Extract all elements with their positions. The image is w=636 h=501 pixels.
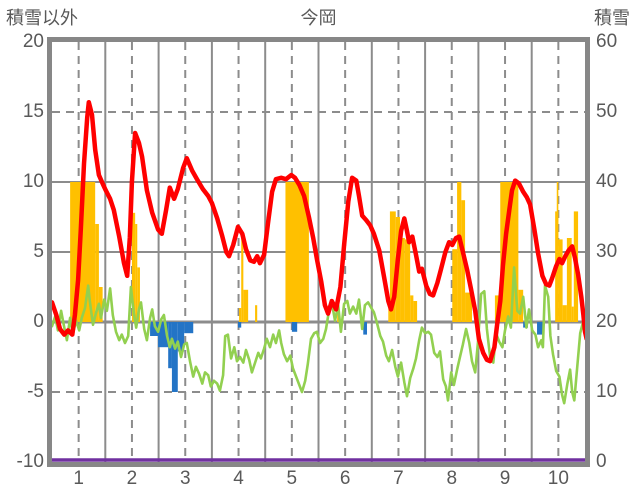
orange-bars: [135, 224, 138, 322]
orange-bars: [556, 182, 559, 322]
blue-bars: [158, 322, 169, 348]
plot-area: [52, 42, 585, 462]
x-tick-label: 1: [73, 468, 84, 489]
x-tick-label: 3: [179, 468, 191, 489]
chart-title: 今岡: [300, 8, 337, 28]
y-left-tick-label: 10: [22, 171, 44, 192]
y-right-tick-label: 0: [596, 451, 607, 472]
orange-bars: [465, 292, 473, 322]
orange-bars: [239, 308, 242, 322]
orange-bars: [400, 238, 405, 322]
x-tick-label: 2: [126, 468, 138, 489]
orange-bars: [389, 211, 396, 322]
x-tick-label: 7: [393, 468, 404, 489]
blue-bars: [171, 322, 178, 392]
x-tick-label: 9: [499, 468, 511, 489]
y-right-tick-label: 60: [596, 31, 618, 52]
blue-bars: [150, 322, 159, 336]
y-left-tick-label: 15: [22, 101, 44, 122]
orange-bars: [243, 289, 249, 322]
blue-bars: [537, 322, 543, 335]
orange-bars: [404, 239, 411, 322]
chart-canvas: [52, 42, 585, 462]
orange-bars: [388, 306, 390, 322]
blue-bars: [184, 322, 194, 334]
y-left-tick-label: 0: [33, 311, 44, 332]
x-tick-label: 4: [233, 468, 244, 489]
left-axis-label: 積雪以外: [6, 8, 78, 28]
red-line: [52, 99, 585, 364]
y-left-tick-label: -5: [27, 381, 44, 402]
green-line: [52, 266, 585, 405]
blue-bars: [177, 322, 185, 352]
y-right-tick-label: 40: [596, 171, 618, 192]
orange-bars: [410, 295, 414, 322]
y-left-tick-label: 5: [33, 241, 44, 262]
y-left-tick-label: 20: [22, 31, 44, 52]
orange-bars: [241, 236, 244, 322]
y-right-tick-label: 30: [596, 241, 618, 262]
x-tick-label: 8: [446, 468, 458, 489]
orange-bars: [558, 239, 563, 322]
orange-bars: [457, 182, 462, 322]
orange-bars: [571, 306, 574, 322]
orange-bars: [98, 287, 103, 322]
orange-bars: [95, 224, 99, 322]
x-tick-label: 6: [339, 468, 351, 489]
y-right-tick-label: 50: [596, 101, 618, 122]
orange-bars: [566, 238, 572, 322]
orange-bars: [255, 305, 258, 322]
orange-bars: [285, 182, 309, 322]
x-tick-label: 10: [547, 468, 569, 489]
orange-bars: [131, 212, 136, 322]
orange-bars: [562, 305, 567, 322]
blue-bars: [238, 322, 242, 328]
orange-bars: [452, 249, 458, 322]
y-left-tick-label: -10: [16, 451, 44, 472]
orange-bars: [413, 301, 418, 322]
orange-bars: [137, 267, 140, 322]
y-right-tick-label: 10: [596, 381, 618, 402]
x-tick-label: 5: [286, 468, 298, 489]
right-axis-label: 積雪: [594, 8, 630, 28]
blue-bars: [363, 322, 368, 335]
y-right-tick-label: 20: [596, 311, 618, 332]
blue-bars: [291, 322, 298, 332]
